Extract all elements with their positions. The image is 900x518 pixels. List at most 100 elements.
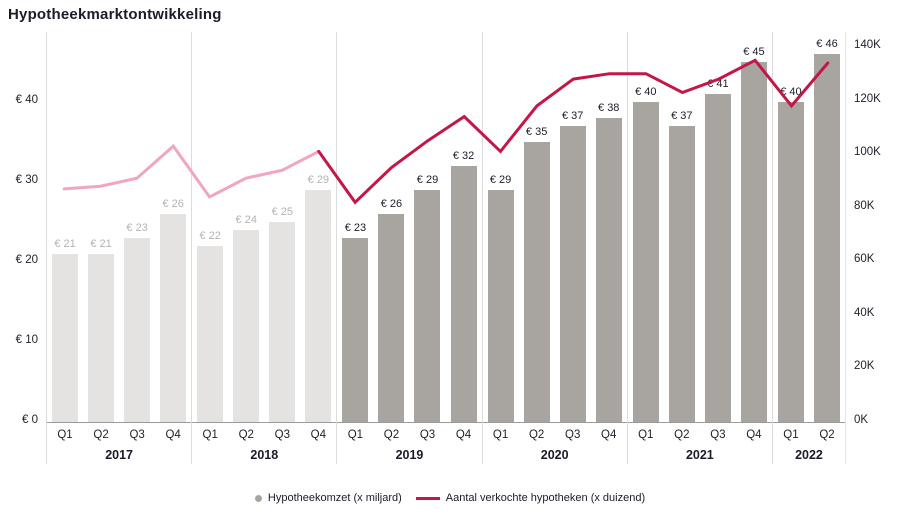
bar-2019-q1: [342, 238, 369, 422]
year-label: 2018: [250, 448, 279, 462]
bars-row: € 40 € 37 € 41 € 45: [627, 32, 772, 423]
quarter-label: Q4: [165, 429, 181, 441]
bar-value-label: € 46: [816, 38, 838, 50]
year-label: 2017: [105, 448, 133, 462]
year-group-2018: € 22 € 24 € 25 € 29 Q1 Q2 Q3 Q4 2018: [191, 32, 337, 464]
bar-value-label: € 29: [307, 174, 330, 186]
bar-slot: € 41: [700, 78, 736, 422]
bar-value-label: € 25: [271, 206, 294, 218]
bar-value-label: € 21: [54, 238, 76, 250]
bar-2017-q3: [124, 238, 151, 422]
legend-label-line: Aantal verkochte hypotheken (x duizend): [445, 492, 646, 504]
bar-value-label: € 21: [90, 238, 112, 250]
bar-2021-q1: [632, 102, 659, 422]
legend-item-line: Aantal verkochte hypotheken (x duizend): [415, 492, 646, 504]
left-axis-tick: € 0: [22, 414, 38, 426]
quarter-labels: Q1 Q2: [773, 423, 845, 447]
bar-value-label: € 45: [743, 46, 765, 58]
quarter-label: Q3: [710, 429, 726, 441]
left-axis-tick: € 10: [15, 334, 38, 346]
left-axis-tick: € 30: [15, 174, 38, 186]
bar-slot: € 26: [373, 198, 409, 422]
bar-2021-q3: [704, 94, 731, 422]
bar-2020-q2: [523, 142, 550, 422]
right-axis-tick: 140K: [854, 38, 881, 51]
bar-2018-q1: [197, 246, 224, 422]
bar-slot: € 46: [809, 38, 845, 422]
left-axis: € 40 € 30 € 20 € 10 € 0: [0, 32, 40, 426]
bar-slot: € 38: [591, 102, 627, 422]
quarter-label: Q4: [746, 429, 762, 441]
bar-value-label: € 40: [780, 86, 802, 98]
bars-row: € 40 € 46: [772, 32, 846, 423]
bar-2019-q4: [450, 166, 477, 422]
bar-slot: € 29: [483, 174, 519, 422]
quarter-labels: Q1 Q2 Q3 Q4: [628, 423, 772, 447]
quarter-label: Q4: [455, 429, 472, 441]
bar-value-label: € 29: [416, 174, 439, 186]
bar-2020-q1: [487, 190, 514, 422]
bar-slot: € 23: [337, 222, 373, 422]
bar-slot: € 29: [300, 174, 336, 422]
quarter-label: Q3: [565, 429, 581, 441]
left-axis-tick: € 20: [15, 254, 38, 266]
bar-slot: € 37: [555, 110, 591, 422]
bar-2017-q2: [88, 254, 115, 422]
bar-slot: € 26: [155, 198, 191, 422]
bar-slot: € 40: [773, 86, 809, 422]
quarter-label: Q3: [419, 429, 436, 441]
year-group-2022: € 40 € 46 Q1 Q2 2022: [771, 32, 847, 464]
right-axis-tick: 20K: [854, 360, 875, 373]
bars-row: € 23 € 26 € 29 € 32: [337, 32, 482, 423]
bar-value-label: € 37: [671, 110, 693, 122]
right-axis: 140K 120K 100K 80K 60K 40K 20K 0K: [854, 32, 898, 426]
bar-value-label: € 26: [162, 198, 184, 210]
bar-value-label: € 32: [452, 150, 475, 162]
bar-slot: € 32: [446, 150, 482, 422]
year-group-2021: € 40 € 37 € 41 € 45 Q1 Q2 Q3 Q4 2021: [626, 32, 772, 464]
bar-value-label: € 24: [235, 214, 257, 226]
quarter-label: Q2: [238, 429, 254, 441]
line-icon: [415, 496, 440, 500]
bar-value-label: € 35: [525, 126, 548, 138]
chart-legend: Hypotheekomzet (x miljard) Aantal verkoc…: [0, 492, 900, 504]
bar-2018-q3: [269, 222, 296, 422]
bar-2019-q2: [378, 214, 405, 422]
bar-2018-q2: [233, 230, 260, 422]
quarter-label: Q4: [310, 429, 327, 441]
bar-2022-q1: [777, 102, 804, 422]
bar-slot: € 21: [83, 238, 119, 422]
quarter-label: Q1: [638, 429, 654, 441]
quarter-label: Q1: [783, 429, 799, 441]
quarter-labels: Q1 Q2 Q3 Q4: [47, 423, 191, 447]
bar-value-label: € 26: [380, 198, 403, 210]
quarter-label: Q1: [57, 429, 73, 441]
bar-value-label: € 41: [707, 78, 729, 90]
bar-slot: € 29: [409, 174, 445, 422]
bar-slot: € 24: [228, 214, 264, 422]
bar-value-label: € 22: [199, 230, 221, 242]
bar-2017-q4: [160, 214, 187, 422]
bars-row: € 21 € 21 € 23 € 26: [47, 32, 192, 423]
dot-icon: [254, 494, 262, 502]
bar-2020-q4: [595, 118, 622, 422]
year-group-2017: € 21 € 21 € 23 € 26 Q1 Q2 Q3 Q4 2017: [46, 32, 192, 464]
bar-2021-q4: [740, 62, 767, 422]
bar-slot: € 35: [519, 126, 555, 422]
bar-slot: € 40: [628, 86, 664, 422]
year-group-2020: € 29 € 35 € 37 € 38 Q1 Q2 Q3 Q4 2020: [481, 32, 627, 464]
bar-slot: € 37: [664, 110, 700, 422]
quarter-label: Q2: [93, 429, 109, 441]
bar-value-label: € 37: [561, 110, 584, 122]
bar-2022-q2: [814, 54, 840, 422]
bar-slot: € 22: [192, 230, 228, 422]
quarter-labels: Q1 Q2 Q3 Q4: [337, 423, 481, 447]
quarter-labels: Q1 Q2 Q3 Q4: [483, 423, 627, 447]
quarter-label: Q4: [601, 429, 617, 441]
right-axis-tick: 0K: [854, 414, 869, 426]
bars-row: € 22 € 24 € 25 € 29: [192, 32, 337, 423]
left-axis-tick: € 40: [15, 94, 38, 106]
quarter-label: Q2: [383, 429, 400, 441]
year-label: 2020: [540, 448, 569, 462]
bar-slot: € 45: [736, 46, 772, 422]
